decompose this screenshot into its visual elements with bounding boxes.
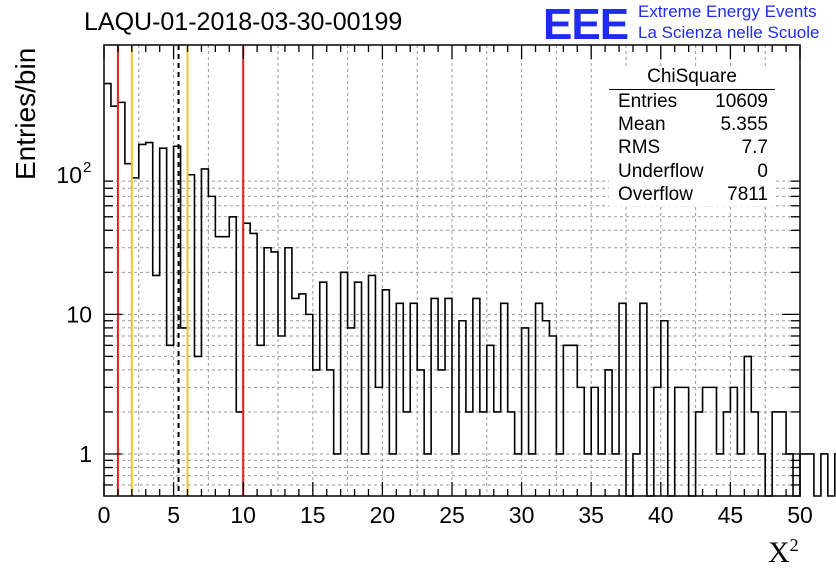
x-tick-label: 5	[167, 502, 180, 528]
histogram-bin	[542, 321, 549, 496]
histogram-bin	[577, 387, 584, 496]
histogram-bin	[821, 454, 828, 496]
x-tick-label: 40	[648, 502, 674, 528]
histogram-bin	[605, 370, 612, 496]
histogram-bin	[417, 370, 424, 496]
y-axis-label: Entries/bin	[10, 47, 41, 180]
histogram-bin	[160, 148, 167, 496]
histogram-bin	[710, 387, 717, 496]
histogram-bin	[682, 387, 689, 496]
histogram-bin	[285, 248, 292, 496]
stats-value: 7811	[727, 183, 768, 205]
histogram-bin	[132, 178, 139, 496]
histogram-bin	[313, 370, 320, 496]
histogram-bin	[215, 237, 222, 496]
histogram-bin	[549, 336, 556, 496]
histogram-bin	[375, 387, 382, 496]
x-tick-label: 0	[98, 502, 111, 528]
histogram-bin	[243, 223, 250, 496]
histogram-bin	[744, 356, 751, 496]
y-tick-label-exponent: 2	[83, 159, 91, 176]
x-axis-label-sup: 2	[789, 535, 799, 555]
histogram-bin	[299, 294, 306, 496]
histogram-bin	[654, 387, 661, 496]
x-tick-label: 25	[439, 502, 465, 528]
histogram-bin	[201, 169, 208, 496]
logo-line-1: Extreme Energy Events	[638, 2, 817, 21]
histogram-bin	[153, 275, 160, 496]
histogram-bin	[167, 345, 174, 496]
histogram-bin	[341, 272, 348, 496]
histogram-bin	[222, 237, 229, 496]
histogram-bin	[139, 144, 146, 496]
histogram-bin	[118, 102, 125, 496]
histogram-bin	[563, 345, 570, 496]
histogram-bin	[208, 196, 215, 496]
stats-label: Overflow	[618, 183, 693, 205]
stats-label: Mean	[618, 114, 666, 136]
histogram-bin	[104, 84, 111, 496]
stats-box: ChiSquare Entries 10609 Mean 5.355 RMS 7.7 …	[609, 66, 775, 206]
histogram-bin	[146, 143, 153, 496]
stats-label: Underflow	[618, 160, 704, 182]
reference-lines	[116, 45, 245, 496]
histogram-bin	[591, 387, 598, 496]
stats-value: 7.7	[741, 137, 768, 159]
y-tick-label: 10	[56, 162, 82, 188]
y-tick-label: 1	[79, 441, 92, 467]
eee-logo: EEE	[543, 0, 629, 49]
x-tick-label: 15	[300, 502, 326, 528]
stats-title: ChiSquare	[609, 66, 775, 90]
x-tick-label: 50	[787, 502, 813, 528]
histogram-bin	[368, 275, 375, 496]
stats-row: RMS 7.7	[609, 136, 775, 159]
axis-ticks	[103, 45, 801, 496]
stats-row: Overflow 7811	[609, 183, 775, 206]
histogram-bin	[125, 164, 132, 496]
histogram-bin	[188, 175, 195, 496]
histogram-bin	[800, 454, 807, 496]
histogram-bin	[730, 387, 737, 496]
x-tick-label: 35	[578, 502, 604, 528]
histogram-bin	[306, 314, 313, 496]
histogram-bin	[111, 106, 118, 496]
x-axis-label-base: X	[768, 536, 790, 569]
stats-row: Mean 5.355	[609, 113, 775, 136]
histogram-bin	[438, 370, 445, 496]
stats-value: 5.355	[720, 114, 768, 136]
histogram-bin	[703, 387, 710, 496]
stats-label: RMS	[618, 137, 661, 159]
histogram-bin	[487, 345, 494, 496]
logo-line-2: La Scienza nelle Scuole	[638, 23, 820, 42]
y-tick-label: 10	[66, 301, 92, 327]
stats-value: 10609	[715, 91, 768, 112]
stats-label: Entries	[618, 91, 678, 112]
x-tick-label: 30	[509, 502, 535, 528]
x-axis-label: X2	[768, 535, 799, 570]
histogram-bin	[459, 321, 466, 496]
x-tick-label: 20	[370, 502, 396, 528]
histogram-bin	[278, 336, 285, 496]
histogram-bin	[327, 370, 334, 496]
stats-row: Underflow 0	[609, 160, 775, 183]
histogram-bin	[661, 321, 668, 496]
stats-value: 0	[757, 160, 768, 182]
histogram-bin	[264, 248, 271, 496]
x-tick-label: 45	[718, 502, 744, 528]
histogram-bin	[675, 387, 682, 496]
x-tick-label: 10	[230, 502, 256, 528]
histogram-bin	[194, 356, 201, 496]
histogram-bin	[257, 345, 264, 496]
histogram-bin	[570, 345, 577, 496]
histogram-bin	[271, 252, 278, 496]
stats-row: Entries 10609	[609, 90, 775, 113]
chart-title: LAQU-01-2018-03-30-00199	[84, 8, 403, 36]
histogram-bin	[807, 454, 814, 496]
